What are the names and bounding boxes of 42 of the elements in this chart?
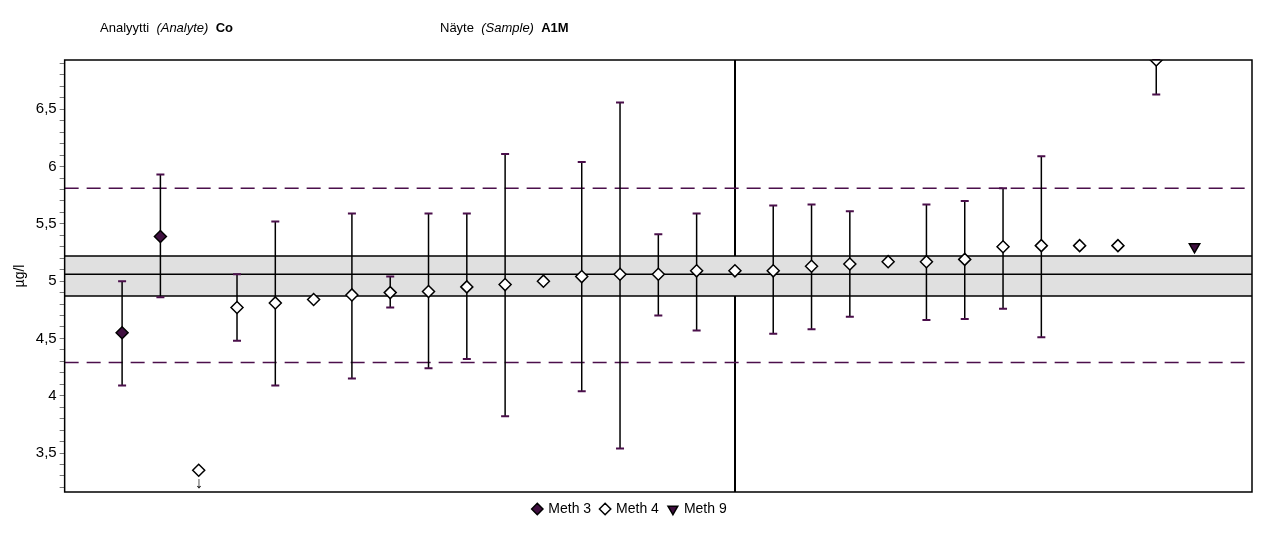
point xyxy=(421,284,436,299)
point xyxy=(766,264,780,278)
chart-subtitle: Näyte (Sample) A1M xyxy=(440,19,569,35)
legend-label: Meth 4 xyxy=(616,499,660,516)
point xyxy=(191,463,206,477)
data-label: ↓ xyxy=(194,473,203,491)
point xyxy=(804,259,819,274)
point xyxy=(957,252,972,267)
y-axis-title: µg/l xyxy=(11,264,28,288)
point xyxy=(1111,238,1125,253)
point xyxy=(1034,238,1049,253)
point xyxy=(689,264,704,278)
y-tick-label: 3,5 xyxy=(35,443,57,461)
y-tick-label: 4,5 xyxy=(35,328,57,346)
y-tick-label: 4 xyxy=(48,385,57,403)
point xyxy=(268,296,283,310)
y-tick-label: 6,5 xyxy=(35,99,57,117)
point xyxy=(115,325,129,340)
point xyxy=(230,300,244,315)
y-tick-label: 6 xyxy=(48,156,57,174)
point xyxy=(919,254,934,269)
chart-title: Analyytti (Analyte) Co xyxy=(100,19,233,35)
y-tick-label: 5 xyxy=(48,271,57,289)
point xyxy=(728,264,742,278)
point xyxy=(536,274,551,288)
point xyxy=(574,269,589,284)
point xyxy=(460,280,474,294)
point xyxy=(881,254,895,269)
legend-label: Meth 3 xyxy=(548,499,592,516)
point xyxy=(1188,243,1201,254)
point xyxy=(996,240,1010,254)
point xyxy=(1072,238,1087,253)
point xyxy=(153,229,168,244)
point xyxy=(345,288,359,302)
point xyxy=(383,285,397,300)
point xyxy=(306,292,321,307)
point xyxy=(843,257,857,271)
legend-label: Meth 9 xyxy=(683,499,727,516)
point xyxy=(498,277,512,292)
point xyxy=(651,267,666,282)
point xyxy=(613,267,627,282)
y-tick-label: 5,5 xyxy=(35,214,57,231)
